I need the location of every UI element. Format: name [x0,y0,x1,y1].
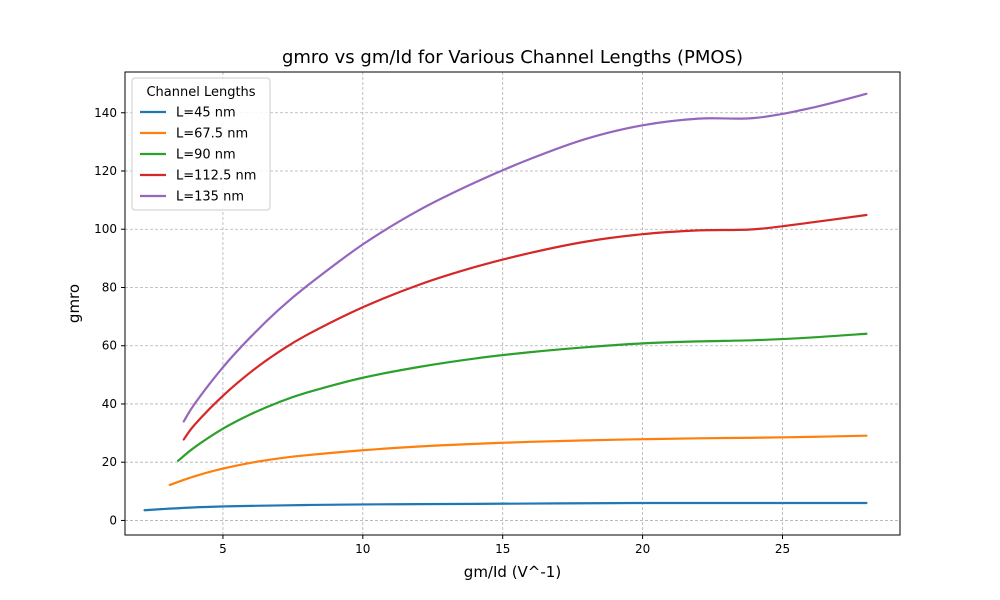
y-tick-label: 80 [102,280,117,294]
y-tick-label: 20 [102,455,117,469]
y-tick-label: 140 [94,106,117,120]
x-tick-label: 25 [775,542,790,556]
legend-title: Channel Lengths [146,85,255,100]
legend-label-l-90-nm: L=90 nm [176,148,236,163]
y-tick-label: 100 [94,222,117,236]
series-line-l-112-5-nm [182,213,868,441]
series-layer [143,92,868,512]
series-line-l-90-nm [177,332,868,462]
series-line-l-135-nm [182,92,868,423]
legend-label-l-135-nm: L=135 nm [176,190,244,205]
chart-title: gmro vs gm/Id for Various Channel Length… [282,47,743,68]
x-tick-label: 10 [355,542,370,556]
y-tick-label: 120 [94,164,117,178]
grid-layer [125,72,900,535]
series-line-l-45-nm [143,501,868,512]
legend-items: L=45 nm L=67.5 nm L=90 nm L=112.5 nm L=135 n… [140,106,256,205]
plot-frame [124,71,901,536]
legend-label-l-67-5-nm: L=67.5 nm [176,127,248,142]
ticks-layer: 5 10 15 20 25 0 20 40 60 80 100 120 140 [94,106,790,556]
legend-box [131,77,271,211]
y-tick-label: 60 [102,339,117,353]
legend-label-l-45-nm: L=45 nm [176,106,236,121]
y-tick-label: 40 [102,397,117,411]
legend: Channel Lengths L=45 nmL=67.5 nmL=90 nmL… [131,77,271,211]
x-tick-label: 5 [219,542,227,556]
y-axis-label: gmro [65,284,83,323]
y-tick-label: 0 [109,513,117,527]
series-line-l-67-5-nm [168,434,868,487]
x-tick-label: 20 [635,542,650,556]
x-axis-label: gm/Id (V^-1) [464,563,561,581]
legend-label-l-112-5-nm: L=112.5 nm [176,169,256,184]
x-tick-label: 15 [495,542,510,556]
